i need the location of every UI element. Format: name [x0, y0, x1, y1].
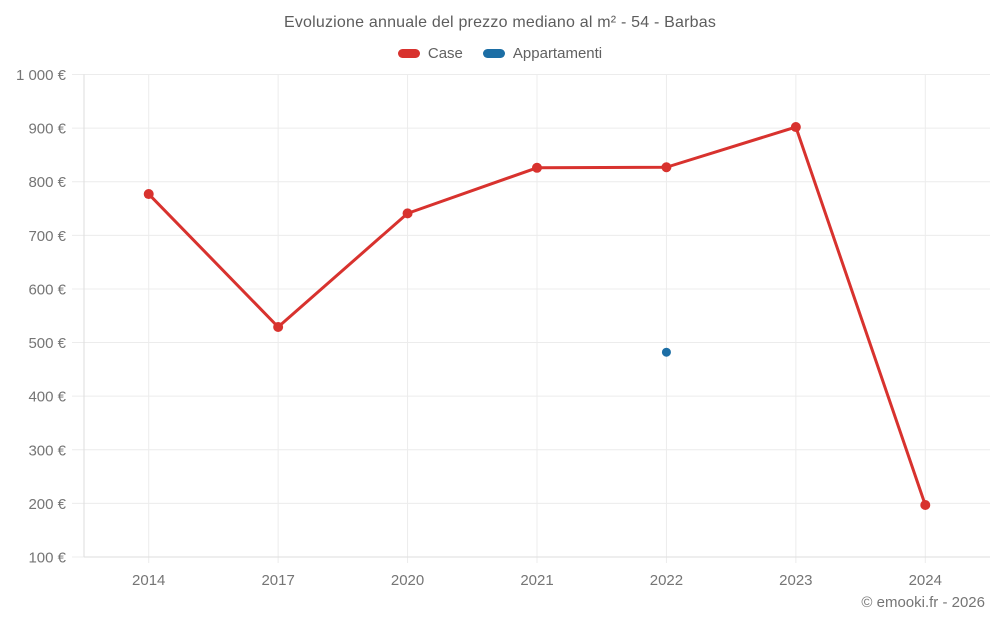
legend-label-case: Case: [427, 45, 463, 62]
y-axis-tick-label: 200 €: [28, 496, 66, 513]
x-axis-tick-label: 2021: [520, 572, 553, 589]
chart-title: Evoluzione annuale del prezzo mediano al…: [283, 14, 717, 31]
data-point-case[interactable]: [532, 162, 542, 173]
chart-legend: Case Appartamenti: [0, 45, 1000, 62]
legend-item-case[interactable]: Case: [397, 45, 463, 62]
y-axis-tick-label: 600 €: [28, 281, 66, 298]
data-point-case[interactable]: [402, 208, 413, 219]
x-axis-tick-label: 2017: [261, 572, 294, 589]
y-axis-tick-label: 300 €: [28, 442, 66, 459]
y-axis-tick-label: 1 000 €: [16, 67, 67, 84]
legend-swatch-appartamenti-icon: [482, 49, 505, 58]
x-axis-tick-label: 2020: [391, 572, 424, 589]
data-point-case[interactable]: [273, 322, 284, 333]
x-axis-tick-label: 2014: [132, 572, 165, 589]
x-axis-tick-label: 2023: [779, 572, 812, 589]
y-axis-tick-label: 100 €: [28, 550, 66, 567]
y-axis-tick-label: 800 €: [28, 174, 66, 191]
data-point-case[interactable]: [143, 189, 154, 200]
legend-label-appartamenti: Appartamenti: [512, 45, 603, 62]
data-point-case[interactable]: [790, 122, 801, 133]
data-point-case[interactable]: [661, 162, 672, 173]
data-point-appartamenti[interactable]: [661, 347, 671, 357]
y-axis-tick-label: 400 €: [28, 389, 66, 406]
legend-item-appartamenti[interactable]: Appartamenti: [482, 45, 603, 62]
x-axis-tick-label: 2024: [909, 572, 942, 589]
x-axis-tick-label: 2022: [650, 572, 683, 589]
legend-swatch-case-icon: [397, 49, 420, 58]
data-point-case[interactable]: [920, 499, 931, 510]
y-axis-tick-label: 900 €: [28, 121, 66, 138]
attribution-text: © emooki.fr - 2026: [861, 594, 985, 611]
y-axis-tick-label: 700 €: [28, 228, 66, 245]
y-axis-tick-label: 500 €: [28, 335, 66, 352]
